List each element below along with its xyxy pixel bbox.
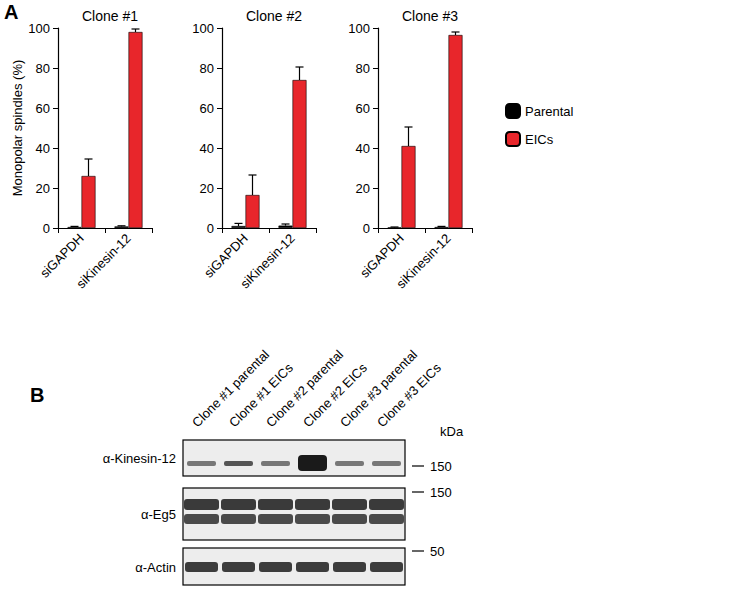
- svg-text:kDa: kDa: [440, 424, 464, 439]
- svg-text:B: B: [30, 384, 44, 406]
- svg-text:Clone #1 EICs: Clone #1 EICs: [226, 360, 296, 430]
- svg-text:siGAPDH: siGAPDH: [357, 231, 407, 281]
- svg-text:100: 100: [348, 21, 370, 36]
- svg-text:40: 40: [200, 141, 214, 156]
- svg-text:Clone #2: Clone #2: [246, 8, 302, 24]
- svg-text:siGAPDH: siGAPDH: [201, 231, 251, 281]
- svg-text:80: 80: [356, 61, 370, 76]
- svg-text:60: 60: [36, 101, 50, 116]
- svg-text:80: 80: [36, 61, 50, 76]
- svg-text:80: 80: [200, 61, 214, 76]
- svg-text:0: 0: [207, 221, 214, 236]
- svg-text:Clone #3 EICs: Clone #3 EICs: [374, 360, 444, 430]
- svg-text:siGAPDH: siGAPDH: [37, 231, 87, 281]
- svg-text:40: 40: [36, 141, 50, 156]
- svg-text:20: 20: [356, 181, 370, 196]
- svg-text:Clone #3 parental: Clone #3 parental: [337, 347, 420, 430]
- svg-text:Clone #3: Clone #3: [402, 8, 458, 24]
- svg-text:20: 20: [200, 181, 214, 196]
- svg-text:α-Eg5: α-Eg5: [141, 507, 176, 522]
- svg-text:0: 0: [43, 221, 50, 236]
- svg-text:α-Actin: α-Actin: [135, 560, 176, 575]
- svg-text:siKinesin-12: siKinesin-12: [393, 231, 454, 292]
- svg-text:50: 50: [430, 544, 444, 559]
- svg-text:Clone #2 EICs: Clone #2 EICs: [300, 360, 370, 430]
- svg-text:60: 60: [200, 101, 214, 116]
- svg-text:EICs: EICs: [525, 132, 554, 147]
- svg-text:0: 0: [363, 221, 370, 236]
- svg-text:Clone #1 parental: Clone #1 parental: [189, 347, 272, 430]
- svg-text:20: 20: [36, 181, 50, 196]
- svg-text:siKinesin-12: siKinesin-12: [73, 231, 134, 292]
- svg-text:40: 40: [356, 141, 370, 156]
- svg-text:Clone #1: Clone #1: [82, 8, 138, 24]
- svg-text:Parental: Parental: [525, 104, 574, 119]
- svg-text:150: 150: [430, 459, 452, 474]
- svg-text:A: A: [4, 1, 18, 23]
- svg-text:Clone #2 parental: Clone #2 parental: [263, 347, 346, 430]
- svg-text:100: 100: [28, 21, 50, 36]
- svg-text:150: 150: [430, 485, 452, 500]
- svg-text:100: 100: [192, 21, 214, 36]
- svg-text:siKinesin-12: siKinesin-12: [237, 231, 298, 292]
- svg-text:Monopolar spindles (%): Monopolar spindles (%): [10, 60, 25, 197]
- svg-text:60: 60: [356, 101, 370, 116]
- svg-text:α-Kinesin-12: α-Kinesin-12: [103, 451, 176, 466]
